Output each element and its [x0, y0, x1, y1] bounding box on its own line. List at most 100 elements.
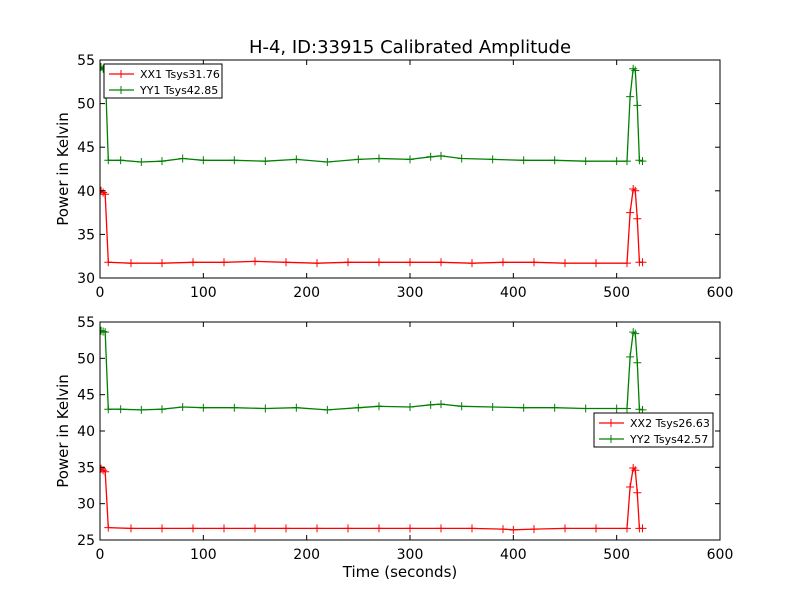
data-point: [375, 402, 383, 411]
data-point: [137, 405, 146, 414]
data-point: [292, 403, 301, 412]
legend-box: [103, 63, 223, 99]
data-point: [406, 258, 414, 267]
chart-title: H-4, ID:33915 Calibrated Amplitude: [249, 37, 571, 58]
data-point: [261, 404, 270, 413]
x-tick-label: 400: [500, 285, 527, 301]
data-point: [550, 403, 559, 412]
data-point: [612, 404, 621, 413]
data-point: [406, 155, 414, 164]
data-point: [488, 155, 497, 164]
data-point: [633, 101, 642, 110]
data-point: [437, 258, 445, 267]
data-point: [158, 405, 166, 414]
data-point: [230, 156, 239, 165]
data-point: [612, 157, 621, 166]
y-tick-label: 35: [77, 227, 95, 243]
data-point: [251, 524, 259, 533]
y-tick-label: 40: [77, 184, 95, 200]
data-point: [344, 524, 352, 533]
y-axis-label: Power in Kelvin: [54, 112, 72, 226]
data-point: [626, 208, 635, 217]
data-point: [104, 405, 113, 414]
data-point: [623, 259, 631, 268]
data-point: [344, 258, 352, 267]
data-point: [468, 524, 476, 533]
legend-label: XX2 Tsys26.63: [630, 417, 710, 430]
data-point: [623, 524, 631, 533]
data-point: [323, 405, 332, 414]
data-point: [116, 156, 125, 165]
data-point: [375, 154, 383, 163]
data-point: [519, 156, 528, 165]
legend-marker: [117, 86, 125, 94]
data-point: [638, 157, 647, 166]
data-point: [199, 403, 208, 412]
data-point: [406, 403, 414, 412]
data-point: [101, 467, 110, 476]
data-point: [592, 524, 600, 533]
x-tick-label: 400: [500, 547, 527, 563]
data-point: [178, 154, 187, 163]
data-point: [158, 157, 166, 166]
data-point: [323, 158, 332, 167]
legend-marker: [607, 435, 615, 443]
data-point: [530, 525, 538, 534]
data-point: [375, 524, 383, 533]
plot-area: [100, 326, 647, 534]
data-point: [189, 258, 197, 267]
data-point: [426, 400, 435, 409]
legend: XX2 Tsys26.63 YY2 Tsys42.57: [593, 412, 714, 448]
data-point: [623, 404, 631, 413]
data-point: [592, 259, 600, 268]
data-point: [178, 403, 187, 412]
data-point: [488, 403, 497, 412]
data-point: [127, 524, 135, 533]
data-point: [581, 157, 590, 166]
data-point: [100, 326, 106, 335]
data-point: [220, 258, 228, 267]
data-point: [100, 464, 106, 473]
x-tick-label: 300: [397, 547, 424, 563]
y-tick-label: 35: [77, 460, 95, 476]
data-point: [629, 328, 638, 337]
data-point: [101, 190, 110, 199]
x-tick-label: 0: [96, 547, 105, 563]
data-point: [313, 259, 321, 268]
data-point: [509, 525, 518, 534]
y-tick-label: 40: [77, 424, 95, 440]
data-point: [437, 151, 445, 160]
data-point: [638, 524, 647, 533]
data-point: [457, 154, 466, 163]
x-tick-label: 300: [397, 285, 424, 301]
plot-area: [100, 62, 647, 268]
data-point: [499, 525, 507, 534]
data-point: [101, 328, 110, 337]
top-subplot: 0 100 200 300 400 500 600 30 35 40 45 50 55 Power in …: [54, 53, 733, 301]
data-point: [626, 352, 635, 361]
x-axis-label: Time (seconds): [342, 563, 458, 581]
data-point: [519, 403, 528, 412]
legend-marker: [607, 419, 615, 427]
data-point: [116, 405, 125, 414]
data-point: [426, 152, 435, 161]
data-point: [199, 156, 208, 165]
data-point: [104, 523, 113, 532]
x-tick-label: 500: [603, 285, 630, 301]
data-point: [375, 258, 383, 267]
data-point: [631, 466, 640, 475]
data-point: [629, 185, 638, 194]
y-axis-label: Power in Kelvin: [54, 374, 72, 488]
data-point: [561, 524, 569, 533]
legend-label: XX1 Tsys31.76: [140, 68, 220, 81]
data-point: [499, 258, 507, 267]
data-point: [561, 259, 569, 268]
y-tick-label: 55: [77, 315, 95, 331]
data-point: [437, 524, 445, 533]
x-tick-label: 0: [96, 285, 105, 301]
x-tick-label: 600: [707, 285, 734, 301]
data-point: [629, 64, 638, 73]
y-tick-label: 25: [77, 533, 95, 549]
x-tick-label: 500: [603, 547, 630, 563]
